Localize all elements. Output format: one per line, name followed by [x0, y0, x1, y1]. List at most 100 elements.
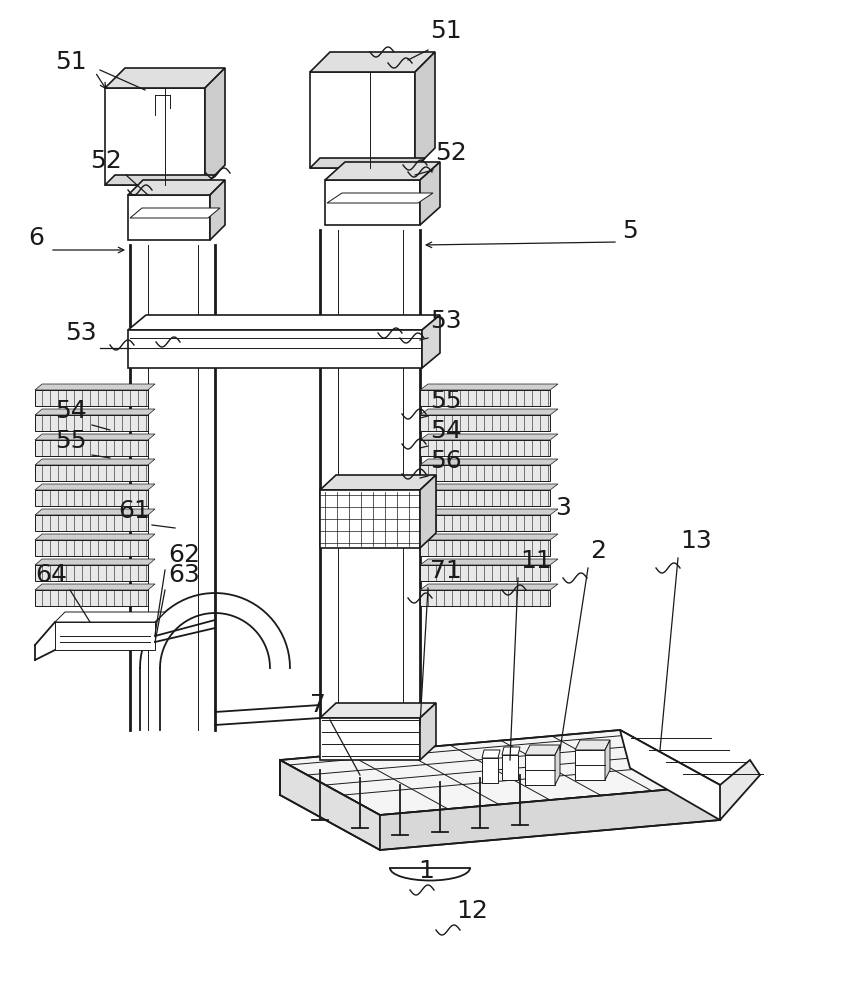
- Polygon shape: [35, 434, 155, 440]
- Polygon shape: [35, 440, 148, 456]
- Polygon shape: [420, 409, 558, 415]
- Polygon shape: [105, 175, 215, 185]
- Polygon shape: [620, 730, 730, 820]
- Polygon shape: [325, 180, 420, 225]
- Polygon shape: [420, 162, 440, 225]
- Text: 11: 11: [520, 549, 551, 573]
- Text: 53: 53: [65, 321, 96, 345]
- Polygon shape: [105, 88, 205, 185]
- Polygon shape: [420, 484, 558, 490]
- Polygon shape: [720, 760, 760, 820]
- Polygon shape: [415, 52, 435, 168]
- Polygon shape: [320, 475, 436, 490]
- Polygon shape: [35, 540, 148, 556]
- Text: 6: 6: [28, 226, 44, 250]
- Text: 2: 2: [590, 539, 606, 563]
- Polygon shape: [280, 760, 380, 850]
- Polygon shape: [327, 193, 433, 203]
- Polygon shape: [130, 208, 220, 218]
- Polygon shape: [420, 440, 550, 456]
- Polygon shape: [35, 465, 148, 481]
- Polygon shape: [55, 622, 155, 650]
- Polygon shape: [35, 559, 155, 565]
- Polygon shape: [55, 612, 165, 622]
- Polygon shape: [420, 584, 558, 590]
- Text: 7: 7: [310, 693, 326, 717]
- Text: 5: 5: [622, 219, 638, 243]
- Polygon shape: [35, 509, 155, 515]
- Polygon shape: [310, 72, 415, 168]
- Polygon shape: [35, 484, 155, 490]
- Polygon shape: [420, 540, 550, 556]
- Polygon shape: [422, 315, 440, 368]
- Polygon shape: [420, 534, 558, 540]
- Polygon shape: [35, 490, 148, 506]
- Polygon shape: [575, 750, 605, 780]
- Polygon shape: [310, 158, 425, 168]
- Polygon shape: [420, 415, 550, 431]
- Polygon shape: [605, 740, 610, 780]
- Polygon shape: [128, 330, 422, 368]
- Polygon shape: [35, 584, 155, 590]
- Polygon shape: [105, 68, 225, 88]
- Text: 61: 61: [118, 499, 150, 523]
- Polygon shape: [325, 162, 440, 180]
- Polygon shape: [35, 565, 148, 581]
- Polygon shape: [320, 490, 420, 548]
- Polygon shape: [420, 475, 436, 548]
- Text: 52: 52: [435, 141, 466, 165]
- Polygon shape: [525, 745, 560, 755]
- Polygon shape: [420, 590, 550, 606]
- Text: 1: 1: [418, 859, 434, 883]
- Polygon shape: [128, 180, 225, 195]
- Polygon shape: [35, 409, 155, 415]
- Polygon shape: [35, 415, 148, 431]
- Text: 54: 54: [55, 399, 87, 423]
- Polygon shape: [420, 490, 550, 506]
- Polygon shape: [420, 515, 550, 531]
- Polygon shape: [420, 565, 550, 581]
- Text: 51: 51: [55, 50, 87, 74]
- Polygon shape: [310, 52, 435, 72]
- Polygon shape: [35, 590, 148, 606]
- Polygon shape: [420, 465, 550, 481]
- Polygon shape: [575, 740, 610, 750]
- Text: 55: 55: [430, 389, 461, 413]
- Polygon shape: [420, 509, 558, 515]
- Polygon shape: [420, 384, 558, 390]
- Text: 52: 52: [90, 149, 121, 173]
- Polygon shape: [210, 180, 225, 240]
- Polygon shape: [482, 758, 498, 783]
- Polygon shape: [35, 459, 155, 465]
- Polygon shape: [320, 703, 436, 718]
- Text: 62: 62: [168, 543, 200, 567]
- Text: 53: 53: [430, 309, 461, 333]
- Text: 54: 54: [430, 419, 462, 443]
- Polygon shape: [35, 384, 155, 390]
- Polygon shape: [420, 559, 558, 565]
- Text: 71: 71: [430, 559, 462, 583]
- Polygon shape: [205, 68, 225, 185]
- Text: 13: 13: [680, 529, 712, 553]
- Polygon shape: [128, 315, 440, 330]
- Polygon shape: [35, 515, 148, 531]
- Polygon shape: [380, 785, 720, 850]
- Text: 63: 63: [168, 563, 200, 587]
- Text: 12: 12: [456, 899, 488, 923]
- Text: 51: 51: [430, 19, 461, 43]
- Text: 64: 64: [35, 563, 67, 587]
- Text: 3: 3: [555, 496, 570, 520]
- Polygon shape: [502, 755, 518, 780]
- Polygon shape: [280, 730, 720, 815]
- Polygon shape: [555, 745, 560, 785]
- Text: 56: 56: [430, 449, 462, 473]
- Polygon shape: [525, 755, 555, 785]
- Polygon shape: [420, 703, 436, 760]
- Polygon shape: [482, 750, 500, 758]
- Polygon shape: [320, 718, 420, 760]
- Polygon shape: [128, 195, 210, 240]
- Text: 55: 55: [55, 429, 87, 453]
- Polygon shape: [502, 747, 520, 755]
- Polygon shape: [35, 534, 155, 540]
- Polygon shape: [420, 434, 558, 440]
